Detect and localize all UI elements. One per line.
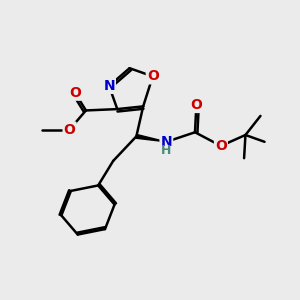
Text: O: O [147,69,159,83]
Text: H: H [161,144,172,157]
Text: N: N [103,79,115,93]
Text: O: O [69,86,81,100]
Text: N: N [160,135,172,149]
Text: O: O [215,139,227,153]
Text: O: O [64,122,76,136]
Polygon shape [136,134,167,142]
Text: O: O [190,98,202,112]
